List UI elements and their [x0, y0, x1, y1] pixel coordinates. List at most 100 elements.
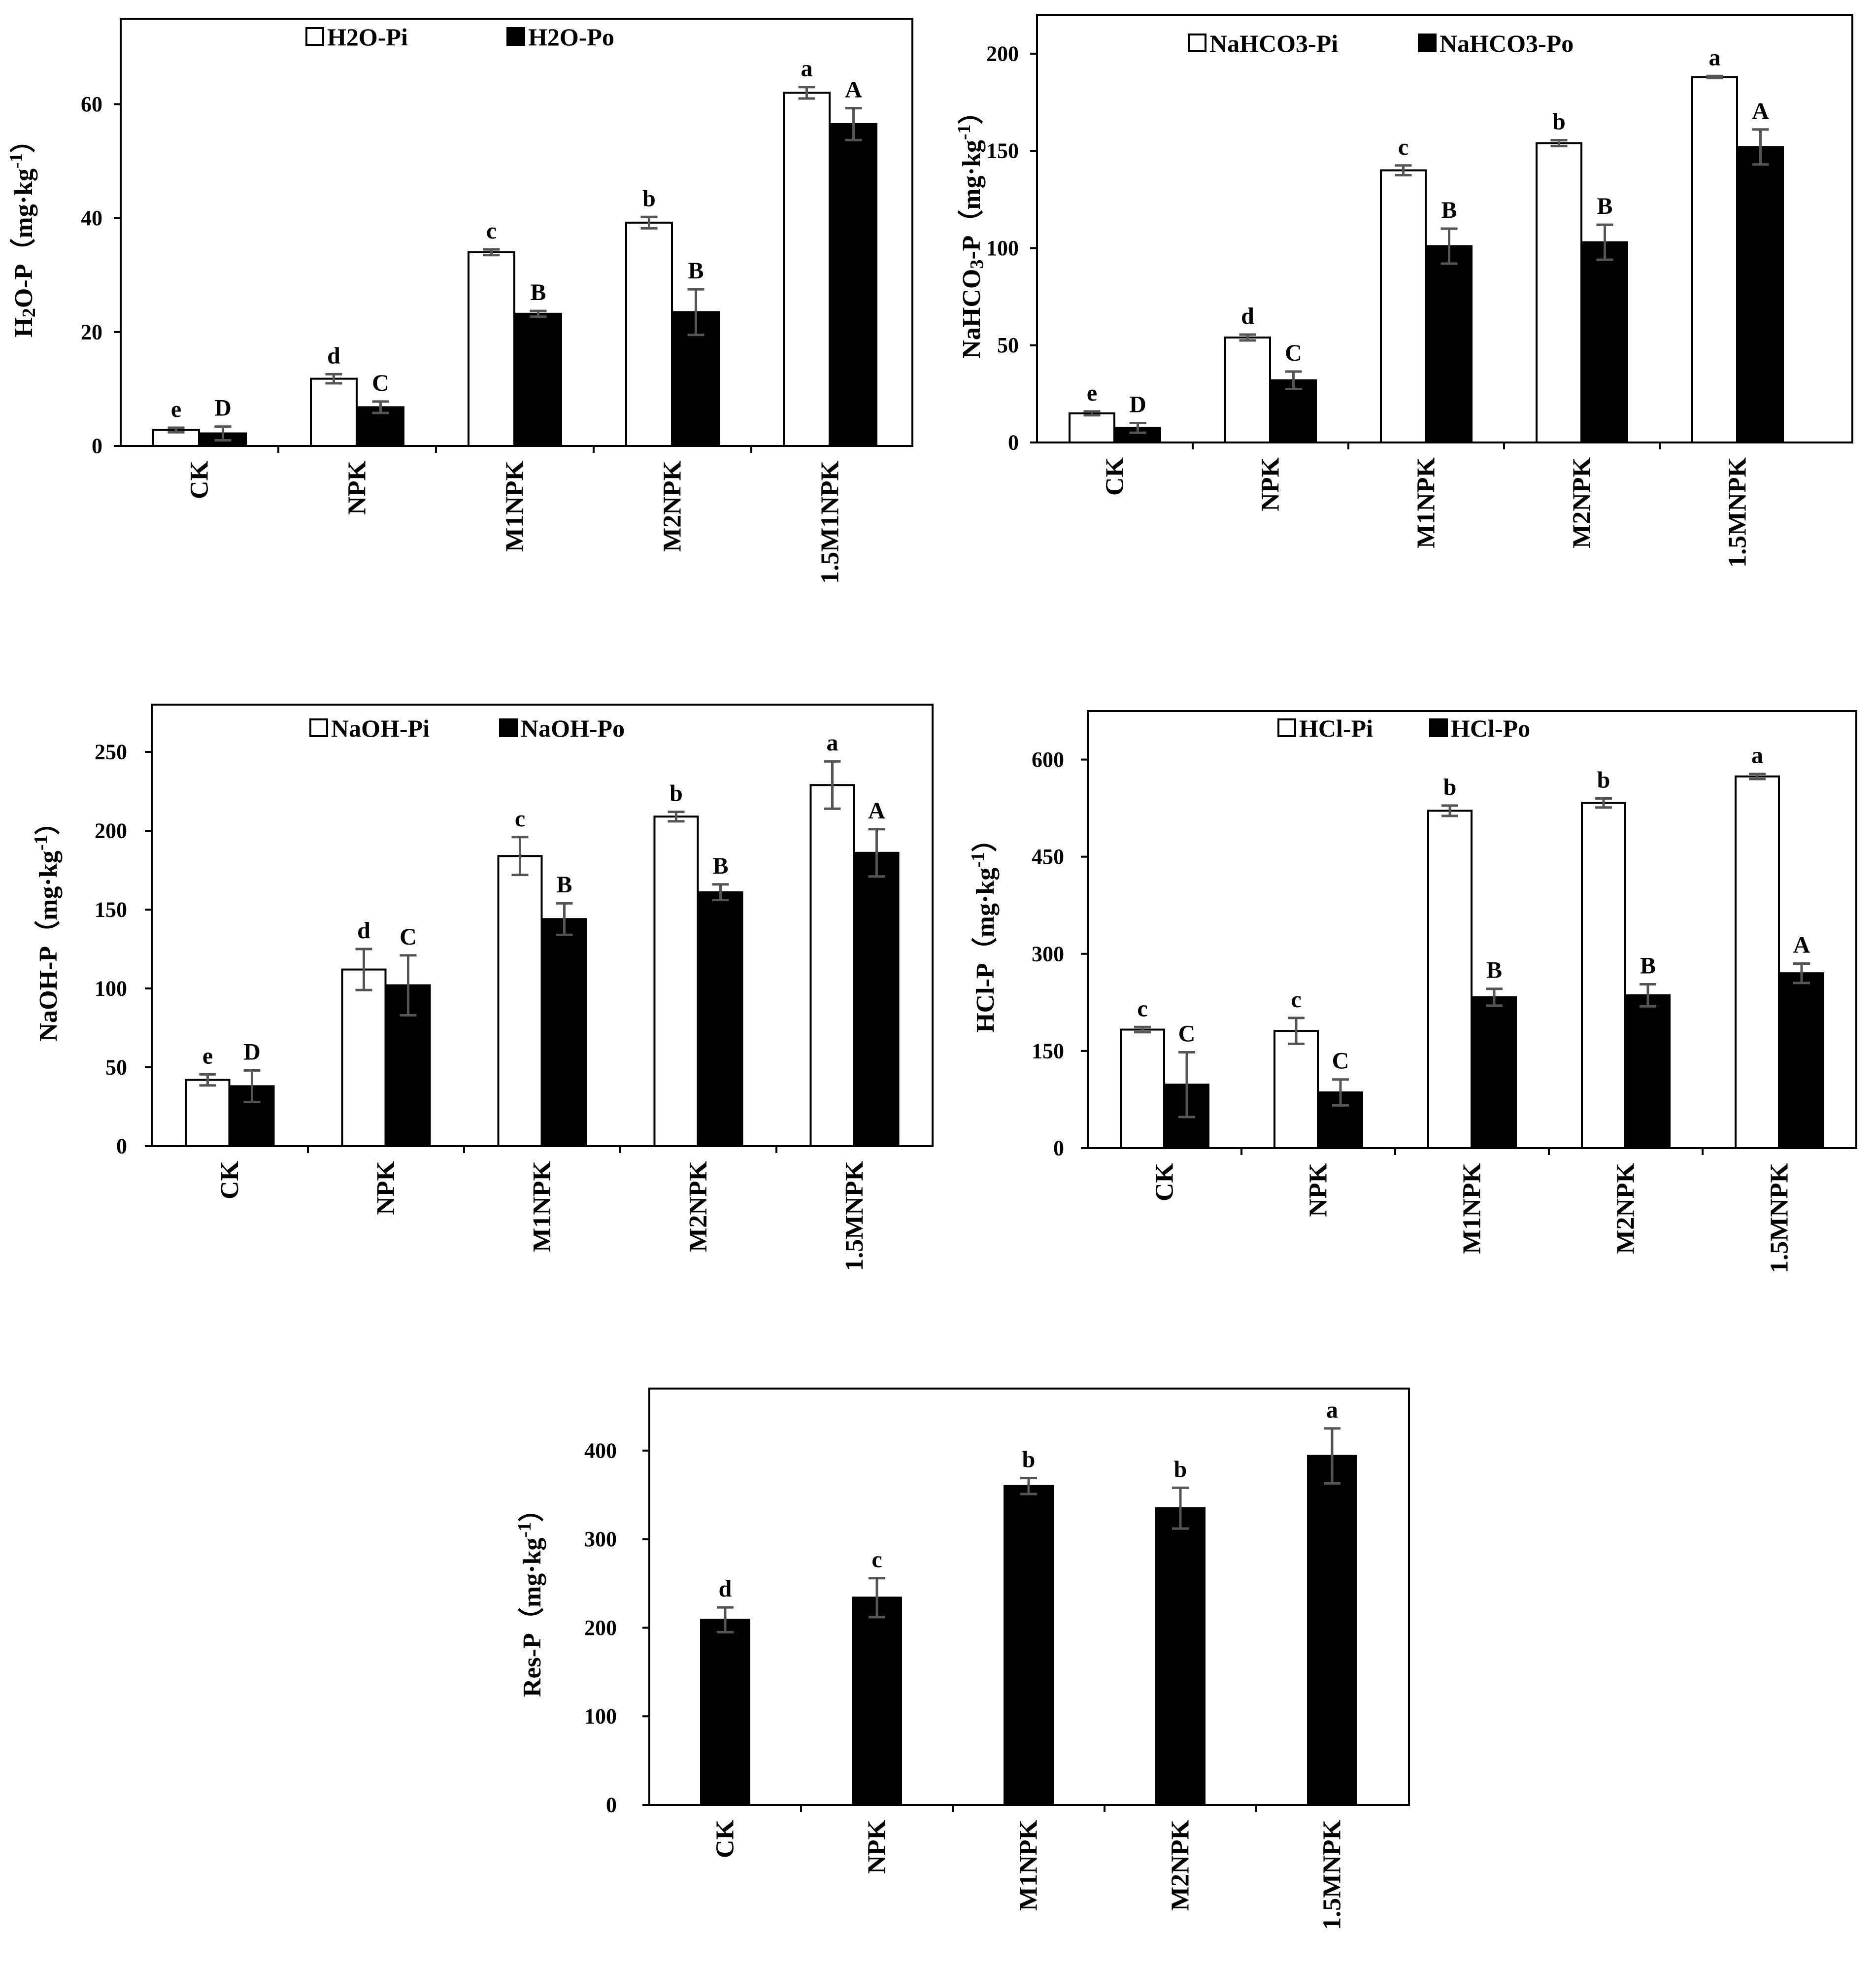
error-bar: [530, 309, 547, 318]
error-bar: [1440, 227, 1458, 265]
significance-letter: c: [515, 806, 525, 832]
category-label: M1NPK: [1458, 1162, 1486, 1254]
y-tick-label: 0: [1053, 1136, 1064, 1160]
error-bar: [1178, 1051, 1195, 1119]
category-label: M2NPK: [659, 460, 687, 551]
y-axis-title-part: -1: [6, 153, 27, 169]
error-bar: [1083, 410, 1101, 417]
significance-letter: b: [1022, 1447, 1036, 1473]
significance-letter: B: [688, 258, 704, 284]
error-bar: [1324, 1427, 1340, 1485]
chart-naoh: 0 50 100 150 200 250 CK e D NPK d C M1NPK c B M2NPK b B 1.…: [31, 704, 934, 1271]
bar-res-p-m2npk: [1155, 1507, 1206, 1806]
significance-letter: C: [372, 370, 389, 396]
bar-naoh-po-1.5mnpk: [854, 851, 900, 1148]
y-axis-title: NaHCO3-P（mg·kg-1）: [954, 99, 988, 358]
significance-letter: e: [171, 396, 181, 422]
category-label: NPK: [1305, 1162, 1333, 1217]
legend-item: NaHCO3-Po: [1418, 30, 1574, 57]
legend-label: H2O-Po: [528, 23, 614, 51]
bar-h2o-po-1.5m1npk: [830, 123, 877, 447]
y-axis-title-part: ）: [518, 1496, 546, 1522]
bar-res-p-1.5mnpk: [1307, 1455, 1357, 1806]
y-tick-label: 0: [1008, 431, 1019, 455]
category-label: M1NPK: [1412, 457, 1440, 548]
error-bar: [712, 883, 729, 902]
bar-nahco3-pi-m1npk: [1380, 169, 1427, 443]
bar-hcl-pi-1.5mnpk: [1735, 775, 1780, 1149]
legend-swatch: [1418, 34, 1437, 52]
bar-h2o-pi-m1npk: [468, 251, 515, 447]
error-bar: [511, 836, 529, 877]
significance-letter: A: [1793, 932, 1810, 958]
bar-hcl-pi-ck: [1120, 1028, 1165, 1149]
bar-res-p-npk: [852, 1596, 902, 1806]
bar-hcl-po-m2npk: [1625, 994, 1671, 1150]
error-bar: [1550, 138, 1568, 147]
bar-h2o-pi-m2npk: [625, 221, 673, 447]
category-label: CK: [186, 460, 214, 499]
legend-item: HCl-Pi: [1277, 714, 1373, 742]
bar-nahco3-po-1.5mnpk: [1737, 146, 1784, 444]
y-tick-label: 200: [986, 41, 1019, 66]
y-tick-label: 200: [584, 1616, 617, 1640]
bar-hcl-pi-npk: [1273, 1030, 1319, 1149]
significance-letter: a: [1709, 44, 1721, 70]
legend-label: HCl-Pi: [1299, 714, 1373, 742]
legend-label: HCl-Po: [1451, 714, 1530, 742]
significance-letter: a: [1326, 1397, 1338, 1423]
significance-letter: B: [712, 853, 728, 879]
category-label: M1NPK: [501, 460, 529, 551]
bar-naoh-po-m2npk: [698, 891, 743, 1148]
category-label: M2NPK: [1167, 1819, 1195, 1910]
legend-label: NaHCO3-Pi: [1209, 30, 1338, 57]
error-bar: [687, 288, 704, 337]
significance-letter: a: [1751, 742, 1763, 768]
legend-item: HCl-Po: [1429, 714, 1530, 742]
y-axis-title-part: -1: [954, 124, 974, 140]
y-tick-label: 20: [81, 320, 102, 344]
bar-naoh-pi-ck: [185, 1079, 231, 1148]
y-axis-title-part: Res-P（mg·kg: [518, 1538, 546, 1698]
category-label: CK: [1101, 457, 1129, 496]
legend-label: NaHCO3-Po: [1440, 30, 1574, 57]
significance-letter: B: [556, 872, 572, 898]
y-axis-title-part: 3: [967, 260, 987, 269]
error-bar: [556, 902, 573, 936]
y-axis-title: NaOH-P（mg·kg-1）: [31, 810, 63, 1042]
category-label: NPK: [863, 1819, 891, 1873]
error-bar: [400, 954, 417, 1017]
category-label: 1.5MNPK: [1318, 1819, 1346, 1930]
bar-nahco3-po-npk: [1270, 379, 1317, 444]
chart-nahco3: 0 50 100 150 200 CK e D NPK d C M1NPK c B M2NPK b B 1.5MN…: [954, 14, 1853, 568]
error-bar: [1395, 164, 1412, 176]
error-bar: [1285, 370, 1302, 390]
significance-letter: b: [1174, 1456, 1187, 1482]
significance-letter: c: [1291, 986, 1301, 1013]
y-axis-title-part: -1: [968, 852, 988, 868]
error-bar: [1441, 804, 1458, 817]
y-axis-title-part: ）: [957, 99, 986, 124]
category-label: 1.5MNPK: [840, 1160, 869, 1271]
bar-nahco3-pi-m2npk: [1536, 142, 1582, 443]
y-axis-title: Res-P（mg·kg-1）: [514, 1496, 546, 1697]
y-tick-label: 200: [95, 819, 127, 843]
error-bar: [1596, 223, 1613, 261]
error-bar: [668, 811, 685, 823]
y-tick-label: 50: [997, 333, 1019, 357]
error-bar: [824, 760, 841, 810]
error-bar: [868, 828, 885, 878]
y-tick-label: 400: [584, 1438, 617, 1462]
chart-res: 0 100 200 300 400 CK d NPK c M1NPK b M2NPK b 1.5MNPK a…: [514, 1388, 1410, 1930]
significance-letter: D: [243, 1039, 261, 1065]
legend-swatch: [506, 27, 525, 46]
y-axis-title-part: -1: [514, 1522, 535, 1538]
legend-swatch: [309, 718, 328, 737]
significance-letter: e: [1087, 380, 1097, 406]
bar-nahco3-pi-ck: [1069, 412, 1115, 443]
category-label: CK: [711, 1819, 739, 1858]
bar-naoh-pi-m2npk: [653, 815, 699, 1147]
legend-item: NaHCO3-Pi: [1188, 30, 1338, 57]
error-bar: [1020, 1477, 1037, 1495]
